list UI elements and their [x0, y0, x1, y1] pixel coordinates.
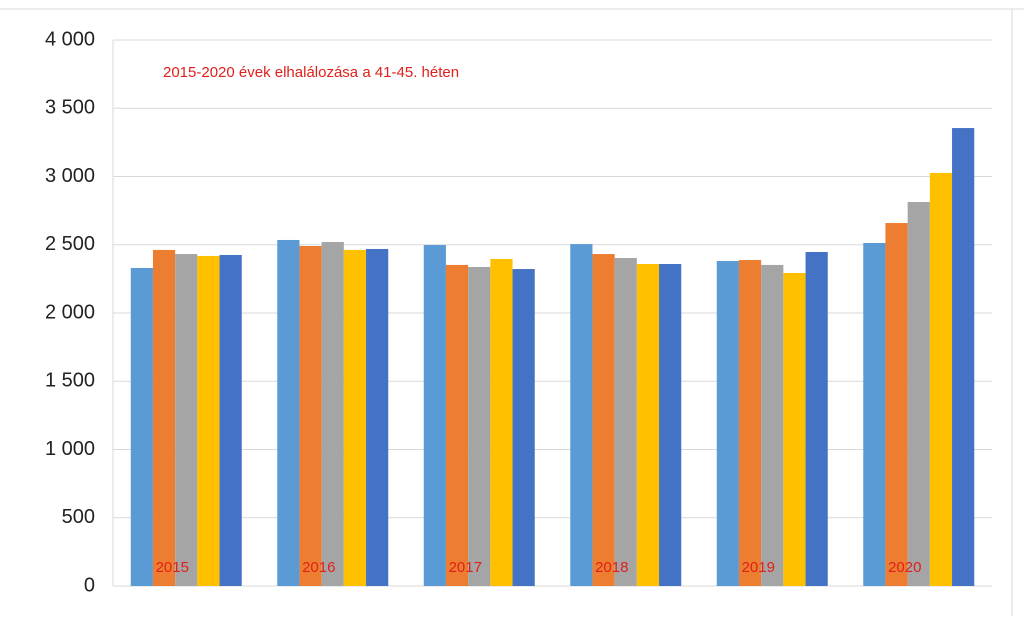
bar: [343, 249, 367, 586]
y-tick-label: 500: [62, 506, 95, 528]
bar: [219, 254, 242, 587]
bar: [468, 266, 491, 586]
bar: [490, 258, 513, 586]
bar: [952, 128, 975, 587]
bar: [197, 255, 220, 586]
category-label: 2019: [742, 559, 775, 576]
bar: [299, 245, 322, 586]
chart-title: 2015-2020 évek elhalálozása a 41-45. hét…: [163, 64, 459, 81]
bar: [929, 172, 953, 587]
y-tick-label: 1 500: [45, 370, 95, 392]
bar: [885, 223, 908, 586]
bar: [614, 257, 637, 586]
bar: [761, 264, 784, 586]
bar: [907, 202, 930, 586]
bar: [175, 254, 198, 587]
bar: [636, 263, 660, 586]
bar: [423, 245, 446, 586]
bar: [716, 260, 739, 586]
bar: [277, 239, 300, 586]
category-label: 2016: [302, 559, 335, 576]
y-tick-label: 4 000: [45, 28, 95, 50]
bar: [321, 242, 344, 586]
category-label: 2018: [595, 559, 628, 576]
bar: [512, 269, 535, 586]
y-tick-label: 3 500: [45, 97, 95, 119]
y-tick-label: 1 000: [45, 438, 95, 460]
y-tick-label: 2 500: [45, 233, 95, 255]
y-tick-label: 0: [84, 574, 95, 596]
bar: [805, 251, 828, 586]
y-tick-label: 2 000: [45, 301, 95, 323]
bar: [152, 249, 176, 586]
bar: [445, 264, 469, 586]
bar: [659, 263, 682, 586]
bar: [783, 273, 806, 586]
category-label: 2020: [888, 559, 921, 576]
y-tick-label: 3 000: [45, 165, 95, 187]
category-label: 2017: [449, 559, 482, 576]
bar: [570, 244, 593, 586]
bar: [130, 267, 153, 586]
bar: [738, 260, 762, 586]
bar: [366, 248, 389, 586]
bar: [592, 254, 615, 587]
category-label: 2015: [156, 559, 189, 576]
bar: [863, 242, 886, 586]
